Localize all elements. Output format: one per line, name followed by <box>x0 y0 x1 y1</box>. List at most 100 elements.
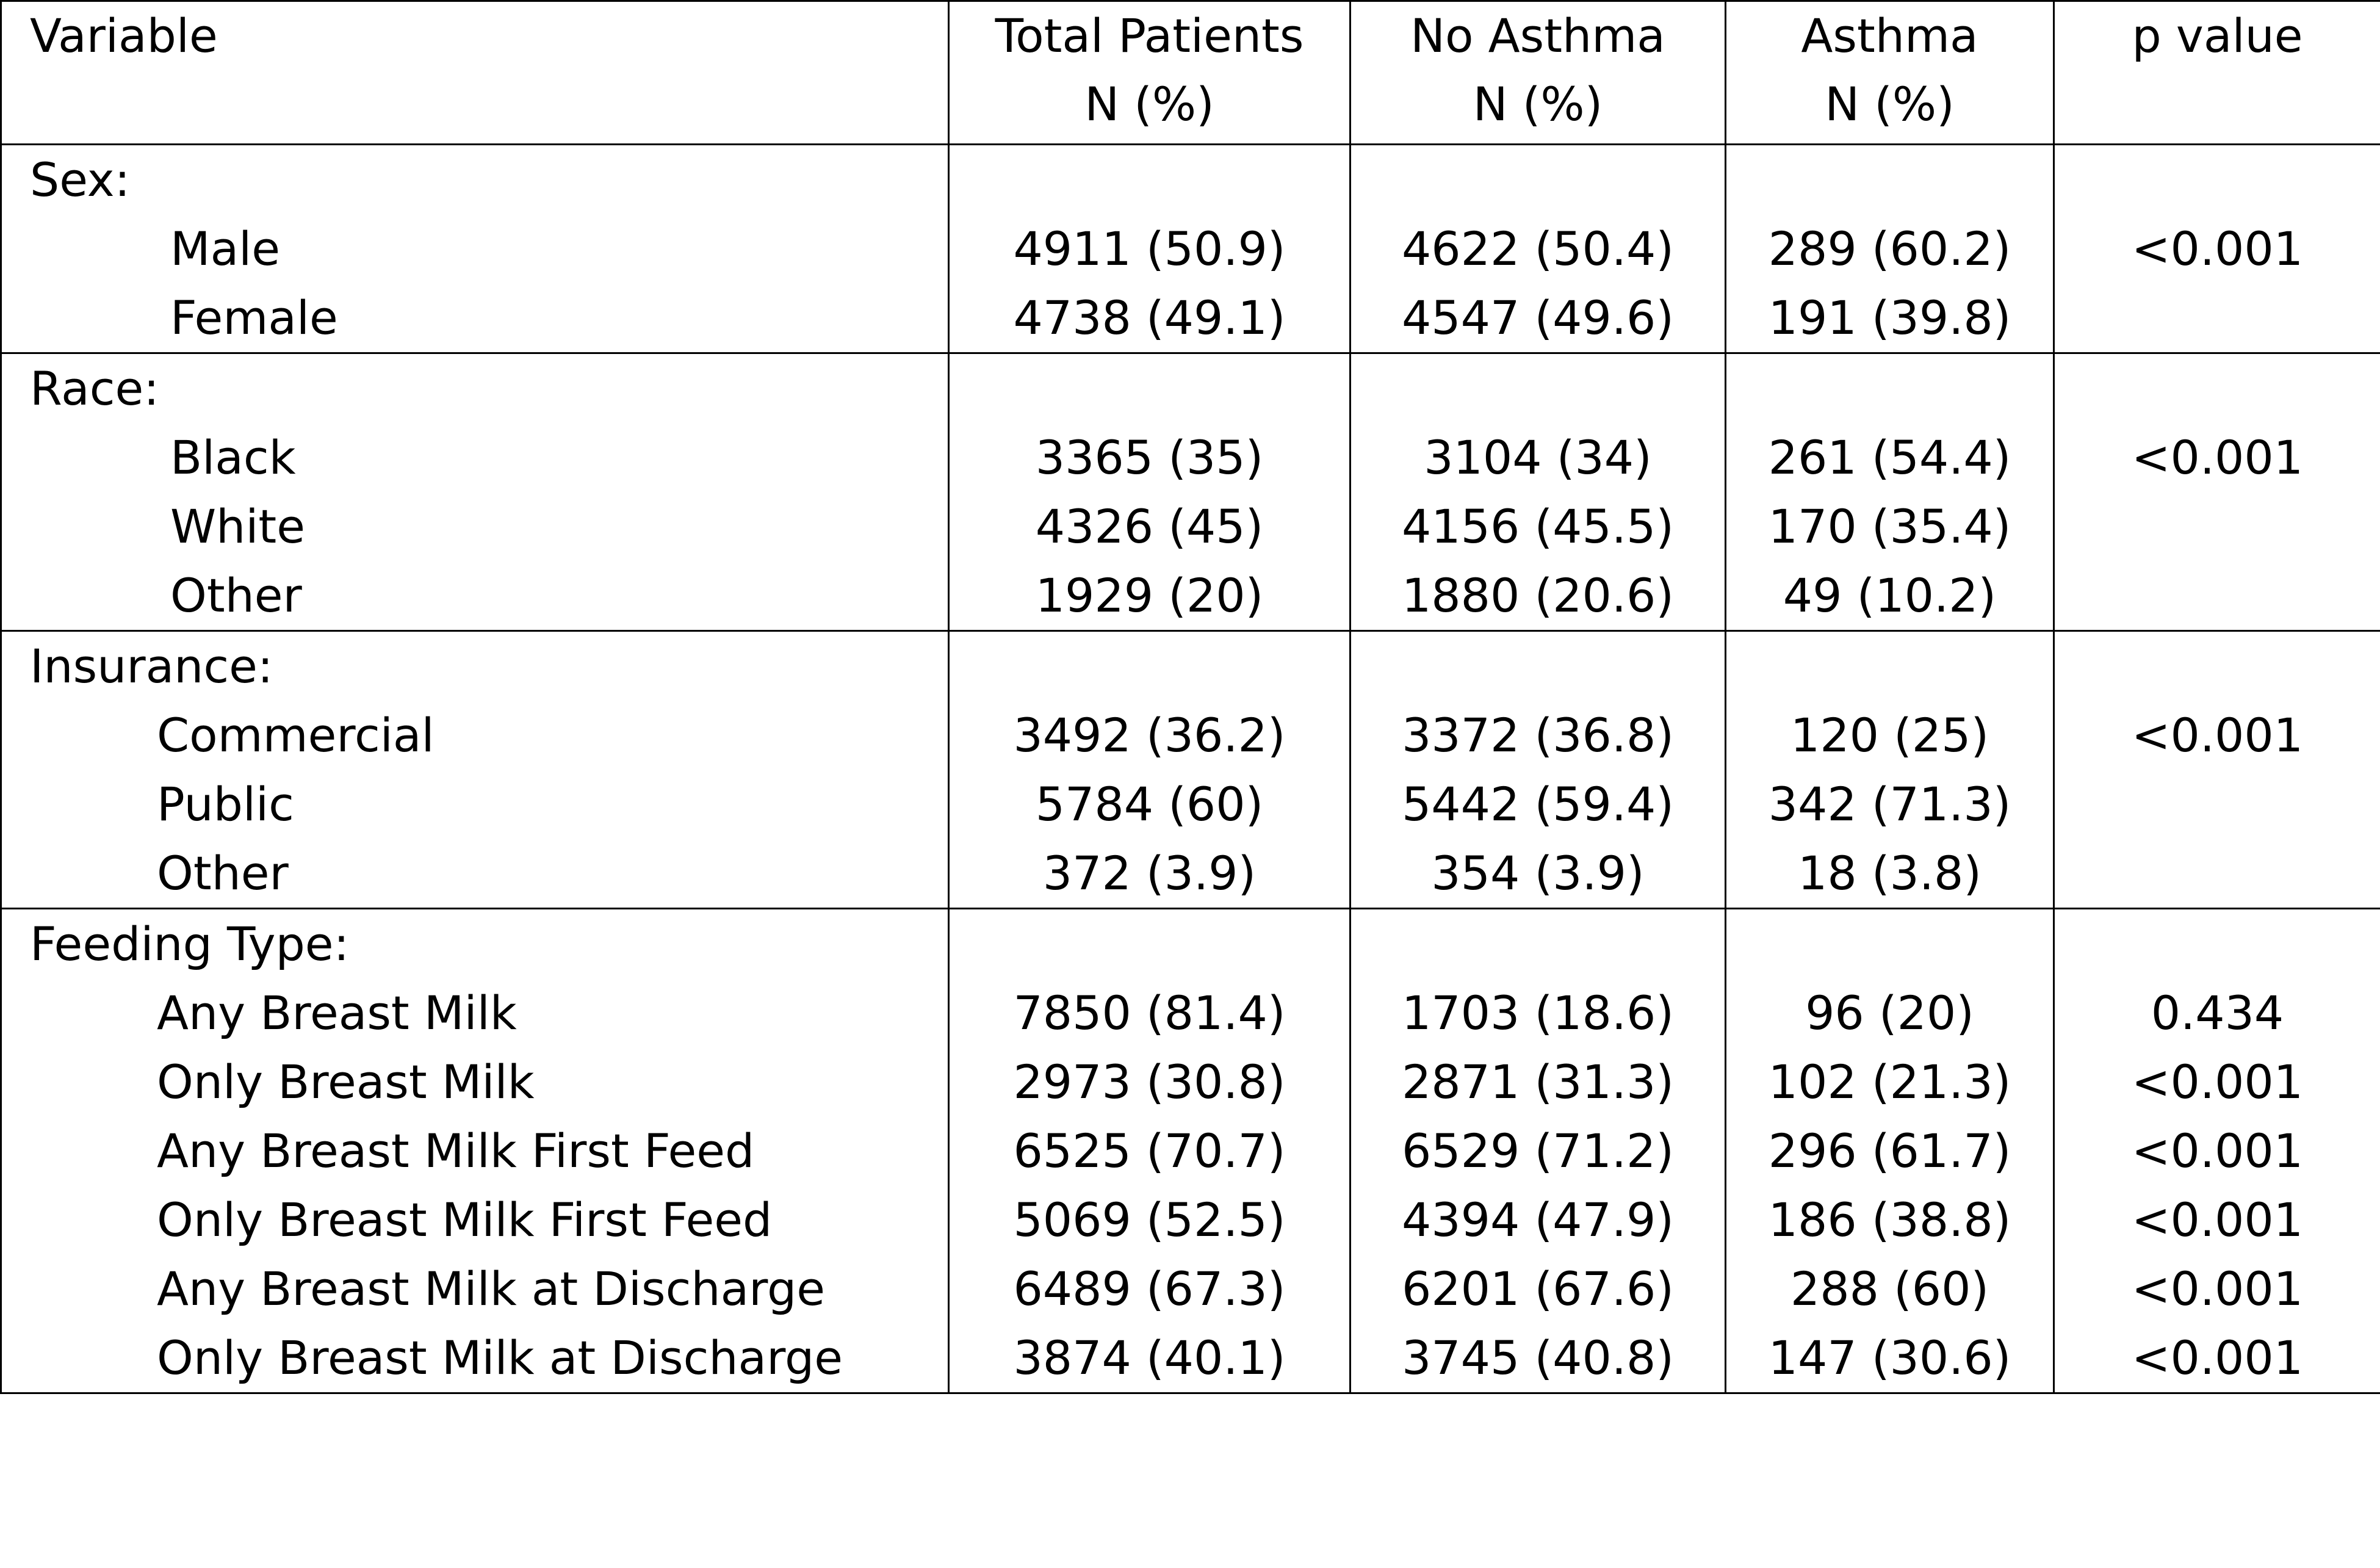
cell-total: 4326 (45) <box>948 492 1351 561</box>
cell-asthma: 261 (54.4) <box>1725 423 2055 492</box>
cell-p-value: 0.434 <box>2053 978 2380 1047</box>
cell-p-value <box>2053 839 2380 909</box>
header-asthma-line2: N (%) <box>1825 77 1955 131</box>
row-name: Only Breast Milk First Feed <box>0 1185 950 1254</box>
demographics-table: Variable Total Patients N (%) No Asthma … <box>0 0 2380 1393</box>
cell-no-asthma: 3372 (36.8) <box>1349 701 1726 770</box>
cell-no-asthma: 4394 (47.9) <box>1349 1185 1726 1254</box>
cell-asthma: 147 (30.6) <box>1725 1323 2055 1393</box>
cell-asthma: 342 (71.3) <box>1725 770 2055 839</box>
group-race: Race: Black 3365 (35) 3104 (34) 261 (54.… <box>0 353 2380 631</box>
cell-total: 3874 (40.1) <box>948 1323 1351 1393</box>
cell-asthma: 289 (60.2) <box>1725 214 2055 283</box>
cell-no-asthma: 354 (3.9) <box>1349 839 1726 909</box>
group-label: Race: <box>0 353 950 423</box>
table-header: Variable Total Patients N (%) No Asthma … <box>0 0 2380 145</box>
cell-p-value: <0.001 <box>2053 701 2380 770</box>
row-name: Male <box>0 214 950 283</box>
cell-total: 3365 (35) <box>948 423 1351 492</box>
cell-no-asthma: 3104 (34) <box>1349 423 1726 492</box>
cell-p-value <box>2053 283 2380 353</box>
cell-asthma: 170 (35.4) <box>1725 492 2055 561</box>
cell-p-value <box>2053 492 2380 561</box>
cell-p-value: <0.001 <box>2053 1047 2380 1116</box>
group-label: Insurance: <box>0 630 950 701</box>
cell-total: 4911 (50.9) <box>948 214 1351 283</box>
cell-total: 5069 (52.5) <box>948 1185 1351 1254</box>
header-p-value-label: p value <box>2132 9 2303 63</box>
row-name: Only Breast Milk at Discharge <box>0 1323 950 1393</box>
cell-no-asthma: 2871 (31.3) <box>1349 1047 1726 1116</box>
table-row: Only Breast Milk First Feed 5069 (52.5) … <box>0 1185 2380 1254</box>
cell-p-value: <0.001 <box>2053 1254 2380 1323</box>
table-row: Any Breast Milk 7850 (81.4) 1703 (18.6) … <box>0 978 2380 1047</box>
table-row: Black 3365 (35) 3104 (34) 261 (54.4) <0.… <box>0 423 2380 492</box>
cell-total: 372 (3.9) <box>948 839 1351 909</box>
row-name: Any Breast Milk at Discharge <box>0 1254 950 1323</box>
header-p-value: p value <box>2053 0 2380 145</box>
cell-no-asthma: 4622 (50.4) <box>1349 214 1726 283</box>
cell-no-asthma: 4156 (45.5) <box>1349 492 1726 561</box>
group-insurance: Insurance: Commercial 3492 (36.2) 3372 (… <box>0 630 2380 909</box>
cell-no-asthma: 6529 (71.2) <box>1349 1116 1726 1185</box>
table-row: White 4326 (45) 4156 (45.5) 170 (35.4) <box>0 492 2380 561</box>
row-name: Black <box>0 423 950 492</box>
cell-asthma: 120 (25) <box>1725 701 2055 770</box>
cell-asthma: 191 (39.8) <box>1725 283 2055 353</box>
table-row: Female 4738 (49.1) 4547 (49.6) 191 (39.8… <box>0 283 2380 353</box>
header-no-asthma: No Asthma N (%) <box>1349 0 1726 145</box>
header-no-asthma-line1: No Asthma <box>1410 9 1665 63</box>
cell-total: 4738 (49.1) <box>948 283 1351 353</box>
group-label-row: Insurance: <box>0 630 2380 701</box>
cell-p-value: <0.001 <box>2053 214 2380 283</box>
header-variable-label: Variable <box>30 9 218 63</box>
cell-asthma: 102 (21.3) <box>1725 1047 2055 1116</box>
table-row: Only Breast Milk at Discharge 3874 (40.1… <box>0 1323 2380 1393</box>
group-label-row: Race: <box>0 353 2380 423</box>
header-total-patients: Total Patients N (%) <box>948 0 1351 145</box>
cell-asthma: 18 (3.8) <box>1725 839 2055 909</box>
row-name: Commercial <box>0 701 950 770</box>
cell-asthma: 186 (38.8) <box>1725 1185 2055 1254</box>
cell-total: 6525 (70.7) <box>948 1116 1351 1185</box>
cell-total: 2973 (30.8) <box>948 1047 1351 1116</box>
cell-no-asthma: 5442 (59.4) <box>1349 770 1726 839</box>
row-name: Public <box>0 770 950 839</box>
header-total-line2: N (%) <box>1084 77 1214 131</box>
cell-p-value <box>2053 561 2380 631</box>
row-name: Only Breast Milk <box>0 1047 950 1116</box>
cell-total: 6489 (67.3) <box>948 1254 1351 1323</box>
header-total-line1: Total Patients <box>995 9 1304 63</box>
cell-p-value: <0.001 <box>2053 1116 2380 1185</box>
cell-asthma: 96 (20) <box>1725 978 2055 1047</box>
cell-p-value <box>2053 770 2380 839</box>
row-name: Any Breast Milk <box>0 978 950 1047</box>
cell-no-asthma: 3745 (40.8) <box>1349 1323 1726 1393</box>
header-no-asthma-line2: N (%) <box>1473 77 1603 131</box>
row-name: Any Breast Milk First Feed <box>0 1116 950 1185</box>
group-label: Feeding Type: <box>0 908 950 978</box>
header-variable: Variable <box>0 0 950 145</box>
table-row: Any Breast Milk at Discharge 6489 (67.3)… <box>0 1254 2380 1323</box>
header-asthma-line1: Asthma <box>1801 9 1978 63</box>
cell-no-asthma: 1703 (18.6) <box>1349 978 1726 1047</box>
cell-total: 3492 (36.2) <box>948 701 1351 770</box>
group-label-row: Feeding Type: <box>0 908 2380 978</box>
cell-asthma: 49 (10.2) <box>1725 561 2055 631</box>
cell-no-asthma: 1880 (20.6) <box>1349 561 1726 631</box>
table-row: Other 1929 (20) 1880 (20.6) 49 (10.2) <box>0 561 2380 631</box>
cell-p-value: <0.001 <box>2053 1323 2380 1393</box>
cell-p-value: <0.001 <box>2053 423 2380 492</box>
cell-no-asthma: 4547 (49.6) <box>1349 283 1726 353</box>
table-row: Any Breast Milk First Feed 6525 (70.7) 6… <box>0 1116 2380 1185</box>
header-asthma: Asthma N (%) <box>1725 0 2055 145</box>
row-name: Other <box>0 561 950 631</box>
cell-total: 7850 (81.4) <box>948 978 1351 1047</box>
table-row: Public 5784 (60) 5442 (59.4) 342 (71.3) <box>0 770 2380 839</box>
cell-asthma: 288 (60) <box>1725 1254 2055 1323</box>
table-row: Only Breast Milk 2973 (30.8) 2871 (31.3)… <box>0 1047 2380 1116</box>
table-row: Commercial 3492 (36.2) 3372 (36.8) 120 (… <box>0 701 2380 770</box>
row-name: Other <box>0 839 950 909</box>
cell-total: 5784 (60) <box>948 770 1351 839</box>
cell-asthma: 296 (61.7) <box>1725 1116 2055 1185</box>
